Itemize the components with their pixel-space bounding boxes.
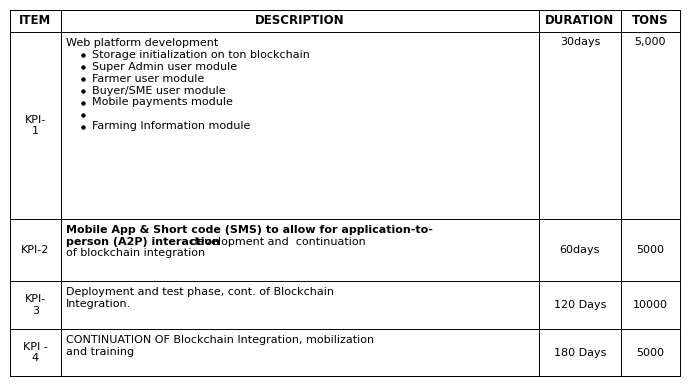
Text: KPI-
1: KPI- 1 bbox=[25, 115, 46, 136]
Text: 120 Days: 120 Days bbox=[554, 300, 606, 310]
Text: person (A2P) interaction: person (A2P) interaction bbox=[66, 237, 220, 247]
Text: 60days: 60days bbox=[560, 245, 600, 255]
Text: DESCRIPTION: DESCRIPTION bbox=[255, 14, 344, 27]
Text: 30days: 30days bbox=[560, 37, 600, 46]
Text: 180 Days: 180 Days bbox=[554, 348, 606, 357]
Text: DURATION: DURATION bbox=[545, 14, 615, 27]
Text: 10000: 10000 bbox=[633, 300, 668, 310]
Text: Buyer/SME user module: Buyer/SME user module bbox=[92, 86, 225, 95]
Text: Mobile App & Short code (SMS) to allow for application-to-: Mobile App & Short code (SMS) to allow f… bbox=[66, 225, 433, 235]
Text: Integration.: Integration. bbox=[66, 299, 131, 309]
Text: and training: and training bbox=[66, 347, 134, 357]
Text: Deployment and test phase, cont. of Blockchain: Deployment and test phase, cont. of Bloc… bbox=[66, 287, 334, 297]
Text: of blockchain integration: of blockchain integration bbox=[66, 249, 205, 259]
Text: Web platform development: Web platform development bbox=[66, 38, 218, 47]
Text: KPI -
4: KPI - 4 bbox=[23, 342, 48, 363]
Text: KPI-
3: KPI- 3 bbox=[25, 295, 46, 316]
Text: ITEM: ITEM bbox=[19, 14, 52, 27]
Text: CONTINUATION OF Blockchain Integration, mobilization: CONTINUATION OF Blockchain Integration, … bbox=[66, 335, 374, 345]
Text: TONS: TONS bbox=[632, 14, 669, 27]
Text: Mobile payments module: Mobile payments module bbox=[92, 98, 233, 107]
Text: development and  continuation: development and continuation bbox=[187, 237, 366, 247]
Text: KPI-2: KPI-2 bbox=[21, 245, 50, 255]
Text: 5000: 5000 bbox=[636, 348, 664, 357]
Text: Storage initialization on ton blockchain: Storage initialization on ton blockchain bbox=[92, 50, 310, 59]
Text: 5,000: 5,000 bbox=[634, 37, 666, 46]
Text: Farmer user module: Farmer user module bbox=[92, 74, 204, 83]
Text: Farming Information module: Farming Information module bbox=[92, 122, 250, 131]
Text: Super Admin user module: Super Admin user module bbox=[92, 62, 237, 71]
Text: 5000: 5000 bbox=[636, 245, 664, 255]
